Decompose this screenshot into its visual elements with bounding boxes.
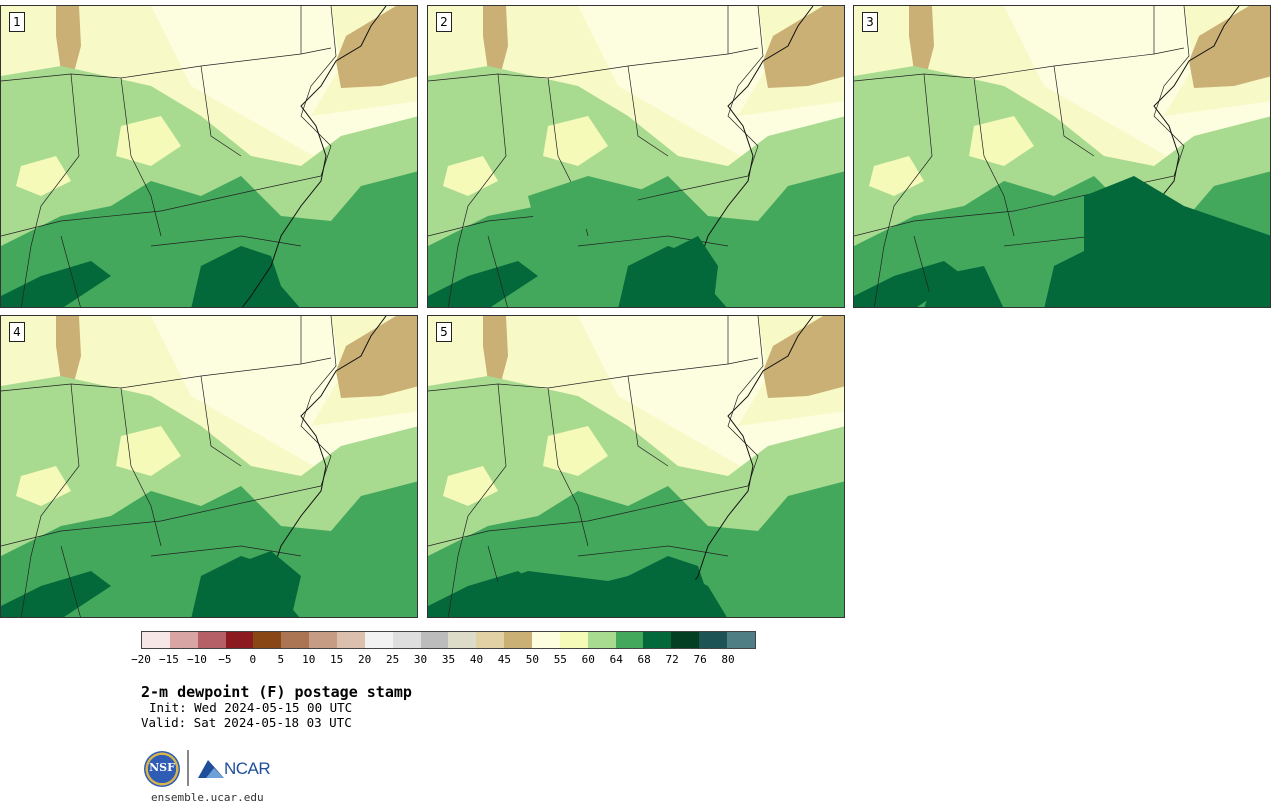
colorbar-swatch-8 — [364, 632, 393, 648]
colorbar-swatch-2 — [197, 632, 226, 648]
colorbar-tick: 76 — [693, 653, 707, 666]
colorbar-tick: 72 — [665, 653, 679, 666]
colorbar-tick: 5 — [277, 653, 285, 666]
colorbar-tick: 68 — [637, 653, 651, 666]
colorbar-swatch-4 — [253, 632, 282, 648]
colorbar-swatch-19 — [671, 632, 700, 648]
colorbar-tick: −5 — [218, 653, 232, 666]
colorbar-swatch-18 — [643, 632, 672, 648]
ensemble-member-panel-1: 1 — [0, 5, 418, 308]
panel-label: 2 — [436, 12, 452, 32]
colorbar-tick: 20 — [358, 653, 372, 666]
colorbar-swatch-9 — [392, 632, 421, 648]
panel-label: 1 — [9, 12, 25, 32]
colorbar-tick: 10 — [302, 653, 316, 666]
colorbar-swatch-14 — [532, 632, 560, 648]
colorbar-tick: −15 — [159, 653, 179, 666]
colorbar-tick: 55 — [553, 653, 567, 666]
colorbar-tick: 50 — [525, 653, 539, 666]
panel-label: 3 — [862, 12, 878, 32]
colorbar-swatch-10 — [420, 632, 449, 648]
figure-title: 2-m dewpoint (F) postage stamp — [141, 683, 412, 701]
colorbar-tick: 45 — [497, 653, 512, 666]
colorbar-swatch-20 — [699, 632, 728, 648]
colorbar-tick: 40 — [469, 653, 484, 666]
colorbar-swatch-6 — [309, 632, 338, 648]
dewpoint-colorbar — [141, 631, 756, 649]
colorbar-swatch-7 — [337, 632, 365, 648]
panel-label: 5 — [436, 322, 452, 342]
colorbar-swatch-0 — [142, 632, 170, 648]
ncar-logo: NCAR — [224, 759, 271, 778]
colorbar-tick: 25 — [385, 653, 400, 666]
colorbar-swatch-16 — [587, 632, 616, 648]
ensemble-member-panel-3: 3 — [853, 5, 1271, 308]
colorbar-swatch-17 — [615, 632, 644, 648]
logos: NSF NCAR — [144, 750, 274, 788]
colorbar-tick: 64 — [609, 653, 623, 666]
colorbar-swatch-15 — [559, 632, 588, 648]
logo-divider — [187, 750, 189, 786]
dewpoint-map-2 — [428, 6, 844, 307]
colorbar-tick-labels: −20 −15 −10 −5 0 5 10 15 20 25 30 35 40 45 50 55 60 64 68 7… — [131, 653, 756, 667]
dewpoint-map-1 — [1, 6, 417, 307]
colorbar-swatch-11 — [448, 632, 477, 648]
colorbar-tick: 60 — [581, 653, 595, 666]
colorbar-tick: 80 — [721, 653, 735, 666]
colorbar-swatch-12 — [476, 632, 505, 648]
colorbar-swatch-1 — [169, 632, 198, 648]
ensemble-member-panel-5: 5 — [427, 315, 845, 618]
dewpoint-map-3 — [854, 6, 1270, 307]
colorbar-tick: −10 — [186, 653, 207, 666]
colorbar-swatch-3 — [225, 632, 254, 648]
colorbar-swatch-5 — [281, 632, 310, 648]
nsf-logo: NSF — [144, 751, 180, 787]
ncar-logo-icon — [198, 760, 224, 778]
colorbar-tick: 35 — [441, 653, 456, 666]
ensemble-member-panel-2: 2 — [427, 5, 845, 308]
ensemble-member-panel-4: 4 — [0, 315, 418, 618]
colorbar-tick: 0 — [249, 653, 257, 666]
site-url: ensemble.ucar.edu — [151, 791, 264, 804]
valid-time: Valid: Sat 2024-05-18 03 UTC — [141, 715, 352, 730]
panel-label: 4 — [9, 322, 25, 342]
colorbar-tick: 30 — [413, 653, 428, 666]
init-time: Init: Wed 2024-05-15 00 UTC — [149, 700, 353, 715]
colorbar-tick: 15 — [330, 653, 344, 666]
colorbar-tick: −20 — [131, 653, 151, 666]
colorbar-swatch-13 — [504, 632, 533, 648]
dewpoint-map-4 — [1, 316, 417, 617]
dewpoint-map-5 — [428, 316, 844, 617]
colorbar-swatch-21 — [727, 632, 755, 648]
